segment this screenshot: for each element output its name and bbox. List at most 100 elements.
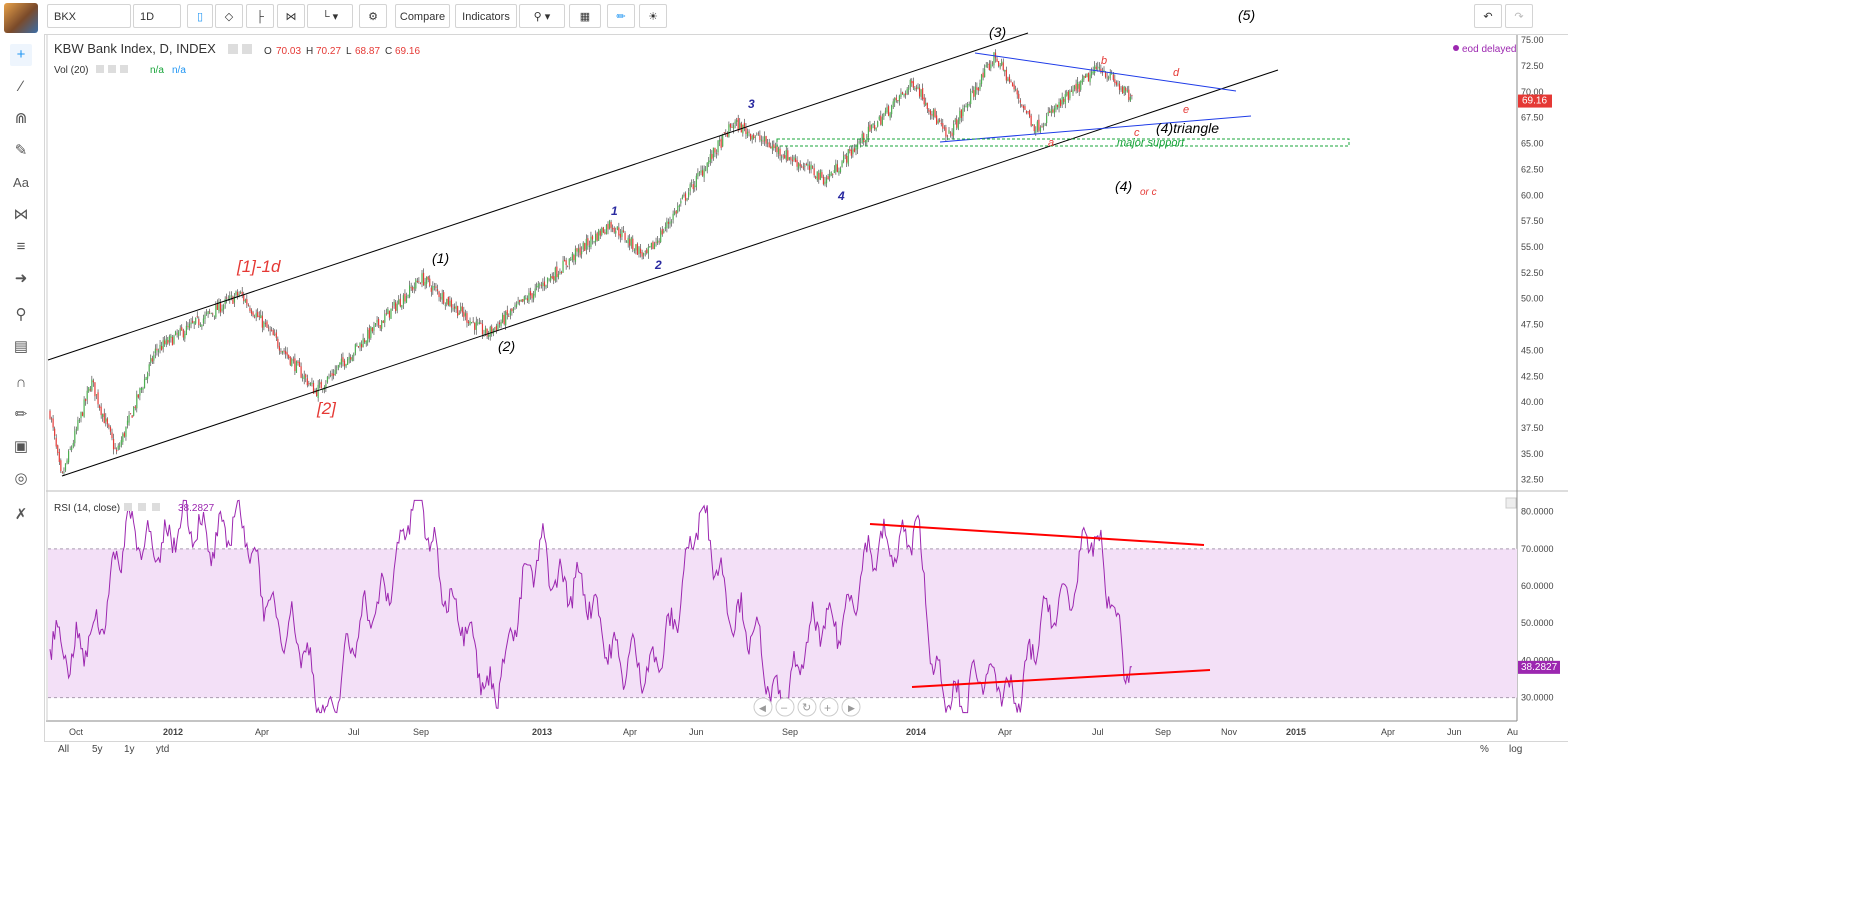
candle-body xyxy=(860,142,862,143)
annotation-a[interactable]: a xyxy=(1048,137,1054,149)
candles-icon[interactable]: ▯ xyxy=(187,4,213,28)
trendline-icon[interactable]: ∕ xyxy=(19,78,23,95)
candle-body xyxy=(517,301,519,304)
annotation-c[interactable]: c xyxy=(1134,127,1140,139)
annotation-wave-1-1d[interactable]: [1]-1d xyxy=(236,257,281,276)
candle-body xyxy=(232,296,234,304)
zoom-icon[interactable]: ⚲ xyxy=(15,306,27,323)
annotation-wave-4-minor[interactable]: 4 xyxy=(837,189,845,203)
candle-body xyxy=(68,451,70,463)
range-5y[interactable]: 5y xyxy=(92,744,103,755)
range-1y[interactable]: 1y xyxy=(124,744,135,755)
ruler-icon[interactable]: ▤ xyxy=(13,338,29,355)
legend-settings-icon[interactable] xyxy=(242,44,252,54)
pattern-icon[interactable]: ⋈ xyxy=(13,206,29,223)
legend-eye-icon[interactable] xyxy=(228,44,238,54)
volume-settings-icon[interactable] xyxy=(108,65,116,73)
candle-body xyxy=(731,126,733,128)
channel-upper-line[interactable] xyxy=(47,32,1029,361)
rsi-settings-icon[interactable] xyxy=(138,503,146,511)
rsi-eye-icon[interactable] xyxy=(124,503,132,511)
redo-icon[interactable]: ↷ xyxy=(1505,4,1533,28)
brush-icon[interactable]: ✏ xyxy=(607,4,635,28)
candle-body xyxy=(464,313,466,316)
chart-canvas[interactable]: 32.50 35.00 37.50 40.00 42.50 45.00 47.50 50.00… xyxy=(0,0,1568,758)
percent-toggle[interactable]: % xyxy=(1480,744,1489,755)
volume-close-icon[interactable] xyxy=(120,65,128,73)
candle-body xyxy=(489,326,491,337)
measure-icon[interactable]: ≡ xyxy=(16,238,26,255)
zoom-in-icon[interactable] xyxy=(819,697,839,717)
hide-icon[interactable]: ◎ xyxy=(14,470,28,487)
lock-icon[interactable]: ▣ xyxy=(13,438,29,455)
bars-icon[interactable]: ├ xyxy=(246,4,274,28)
undo-icon[interactable]: ↶ xyxy=(1474,4,1502,28)
triangle-upper-line[interactable] xyxy=(974,52,1237,92)
candle-body xyxy=(405,295,408,303)
annotation-d[interactable]: d xyxy=(1173,67,1180,79)
triangle-lower-line[interactable] xyxy=(939,115,1252,143)
rsi-close-icon[interactable] xyxy=(152,503,160,511)
candle-body xyxy=(370,326,372,338)
candle-body xyxy=(711,153,713,160)
line-icon[interactable]: └ ▾ xyxy=(307,4,353,28)
compare-button[interactable]: Compare xyxy=(395,4,450,28)
heikin-icon[interactable]: ◇ xyxy=(215,4,243,28)
rsi-upper-trendline[interactable] xyxy=(869,523,1205,546)
range-ytd[interactable]: ytd xyxy=(156,744,170,755)
candle-body xyxy=(254,316,256,318)
range-all[interactable]: All xyxy=(58,744,70,755)
log-toggle[interactable]: log xyxy=(1509,744,1523,755)
stay-drawing-icon[interactable]: ✏ xyxy=(14,406,28,423)
annotation-wave-5[interactable]: (5) xyxy=(1238,7,1255,23)
renko-icon[interactable]: ⋈ xyxy=(277,4,305,28)
candle-body xyxy=(1046,115,1048,124)
remove-tools-icon[interactable]: ✗ xyxy=(14,506,28,523)
crosshair-icon[interactable]: + xyxy=(10,44,32,66)
annotation-e[interactable]: e xyxy=(1183,104,1189,116)
zoom-out-icon[interactable] xyxy=(775,697,795,717)
bulb-icon[interactable]: ☀ xyxy=(639,4,667,28)
candle-body xyxy=(998,61,1000,66)
indicators-button[interactable]: Indicators xyxy=(455,4,517,28)
interval-select[interactable]: 1D xyxy=(133,4,181,28)
symbol-input[interactable]: BKX xyxy=(47,4,131,28)
major-support-zone[interactable] xyxy=(776,138,1350,147)
magnet-icon[interactable]: ∩ xyxy=(15,374,27,391)
volume-eye-icon[interactable] xyxy=(96,65,104,73)
user-avatar[interactable] xyxy=(4,3,38,33)
candle-body xyxy=(429,278,431,286)
candle-body xyxy=(1022,106,1024,109)
candle-body xyxy=(1123,86,1125,94)
candle-body xyxy=(475,321,477,330)
search-icon[interactable]: ⚲ ▾ xyxy=(519,4,565,28)
annotation-major-support[interactable]: major support xyxy=(1117,137,1185,149)
annotation-wave-1-minor[interactable]: 1 xyxy=(611,204,618,218)
candle-body xyxy=(100,406,102,416)
candle-body xyxy=(258,315,260,318)
scroll-right-icon[interactable] xyxy=(841,697,861,717)
template-icon[interactable]: ▦ xyxy=(569,4,601,28)
annotation-wave-4-triangle[interactable]: (4)triangle xyxy=(1156,120,1219,136)
annotation-or-c[interactable]: or c xyxy=(1140,187,1157,198)
annotation-b[interactable]: b xyxy=(1101,55,1107,67)
text-tool-icon[interactable]: Aa xyxy=(13,175,29,190)
annotation-wave-1-intermediate[interactable]: (1) xyxy=(432,250,449,266)
annotation-wave-2-minor[interactable]: 2 xyxy=(654,258,662,272)
annotation-wave-2-intermediate[interactable]: (2) xyxy=(498,338,515,354)
reset-icon[interactable] xyxy=(797,697,817,717)
annotation-wave-4-alt[interactable]: (4) xyxy=(1115,178,1132,194)
rsi-lower-trendline[interactable] xyxy=(911,669,1211,688)
scroll-left-icon[interactable] xyxy=(753,697,773,717)
pane-maximize-icon[interactable] xyxy=(1505,497,1517,509)
arrow-left-icon[interactable]: ➜ xyxy=(14,270,28,287)
annotation-wave-3-intermediate[interactable]: (3) xyxy=(989,24,1006,40)
channel-lower-line[interactable] xyxy=(61,69,1279,477)
pitchfork-icon[interactable]: ⋒ xyxy=(14,110,28,127)
annotation-wave-3-minor[interactable]: 3 xyxy=(748,97,755,111)
annotation-wave-2-major[interactable]: [2] xyxy=(316,399,337,418)
candle-body xyxy=(999,65,1001,68)
pen-icon[interactable]: ✎ xyxy=(14,142,28,159)
settings-icon[interactable]: ⚙ xyxy=(359,4,387,28)
candle-body xyxy=(1044,123,1046,126)
